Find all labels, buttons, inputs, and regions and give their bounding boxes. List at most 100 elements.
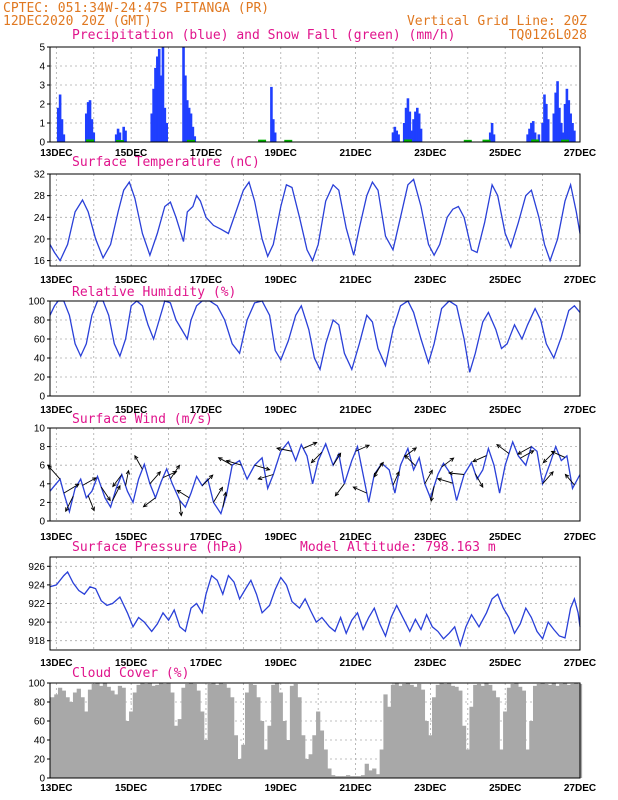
cloud-bar — [233, 735, 239, 778]
wind-arrow — [170, 465, 180, 480]
precip-bar — [546, 119, 550, 142]
header-date: 12DEC2020 20Z (GMT) — [3, 14, 152, 29]
cloud-bar — [282, 721, 287, 778]
cloud-bar — [413, 686, 418, 778]
cloud-bar — [200, 711, 205, 778]
wind-arrow — [565, 474, 575, 486]
wind-arrow — [143, 497, 156, 508]
precip-bar — [488, 132, 492, 142]
cloud-bar — [69, 702, 74, 778]
x-tick-label: 25DEC — [489, 275, 521, 286]
cloud-bar — [465, 749, 470, 778]
y-tick-label: 0 — [39, 517, 45, 528]
precip-bar — [567, 100, 571, 142]
header-location: CPTEC: 051:34W-24:47S PITANGA (PR) — [3, 1, 269, 16]
cloud-bar — [173, 725, 179, 778]
y-tick-label: 24 — [34, 213, 46, 224]
cloud-bar — [140, 683, 145, 778]
cloud-bar — [349, 776, 354, 778]
wind-arrow-head — [496, 443, 501, 449]
x-tick-label: 27DEC — [564, 532, 596, 543]
x-tick-label: 25DEC — [489, 532, 521, 543]
precip-bar — [492, 134, 496, 142]
pressure-title: Surface Pressure (hPa) — [72, 540, 244, 555]
wind-arrow-head — [412, 447, 418, 452]
panel-frame — [49, 682, 581, 779]
y-tick-label: 60 — [34, 335, 46, 346]
cloud-bar — [491, 690, 497, 778]
cloud-bar — [267, 725, 272, 778]
wind-arrow — [112, 485, 121, 502]
precip-bar — [530, 123, 533, 142]
cloud-bar — [72, 692, 78, 778]
precip-panel: 0 1 2 3 4 5 13DEC 15DEC 17DEC 19DEC 21DEC 23DEC 25DE… — [39, 43, 596, 160]
cloud-bar — [308, 754, 313, 778]
wind-arrow — [353, 486, 367, 494]
cloud-bar — [360, 775, 366, 778]
cloud-bar — [211, 683, 216, 778]
cloud-bar — [218, 683, 224, 778]
cloud-bar — [551, 683, 556, 778]
cloud-bar — [484, 683, 489, 778]
cloud-bar — [293, 683, 298, 778]
snow-bar — [187, 139, 196, 142]
wind-arrow-head — [395, 470, 400, 476]
cloud-bar — [65, 697, 70, 778]
wind-arrow — [276, 447, 293, 452]
cloud-bar — [286, 740, 291, 778]
humidity-title: Relative Humidity (%) — [72, 285, 236, 300]
precip-bar — [408, 111, 412, 142]
cloud-bar — [84, 711, 89, 778]
wind-arrow-head — [172, 471, 178, 475]
cloud-bar — [409, 684, 414, 778]
precip-bar — [116, 128, 120, 142]
y-tick-label: 8 — [39, 442, 45, 453]
precip-bar — [124, 130, 127, 142]
precip-bar — [561, 132, 565, 142]
cloud-bar — [420, 689, 426, 778]
cloud-bar — [162, 683, 167, 778]
cloud-bar — [226, 687, 231, 778]
wind-arrow — [149, 471, 161, 485]
y-tick-label: 60 — [34, 717, 46, 728]
precip-bar — [163, 107, 167, 142]
x-tick-label: 23DEC — [414, 148, 446, 159]
cloud-bar — [80, 697, 85, 778]
wind-arrow-head — [208, 474, 214, 480]
precip-bar — [122, 126, 125, 142]
wind-arrow — [542, 471, 554, 485]
wind-arrow — [303, 442, 317, 449]
cloud-bar — [327, 768, 332, 778]
x-tick-label: 17DEC — [190, 405, 222, 416]
cloud-bar — [529, 721, 534, 778]
y-tick-label: 6 — [39, 461, 45, 472]
y-tick-label: 100 — [28, 297, 45, 308]
precip-title: Precipitation (blue) and Snow Fall (gree… — [72, 28, 456, 43]
wind-arrow — [125, 470, 129, 486]
wind-arrow — [404, 455, 416, 467]
cloud-bar — [166, 683, 171, 778]
y-tick-label: 32 — [34, 170, 46, 181]
cloud-bar — [323, 749, 328, 778]
cloud-bar — [207, 683, 212, 778]
cloud-bar — [252, 684, 257, 778]
cloud-bar — [368, 770, 373, 778]
wind-line — [49, 439, 581, 516]
wind-arrow-head — [178, 511, 184, 517]
precip-bar — [193, 136, 197, 142]
cloud-bar — [241, 744, 246, 778]
cloud-bar — [518, 686, 523, 778]
cloud-bar — [375, 774, 381, 778]
cloud-bar — [203, 740, 209, 778]
panel-frame — [49, 173, 581, 267]
y-tick-label: 4 — [39, 62, 45, 73]
precip-bar — [154, 67, 157, 142]
cloud-bar — [129, 711, 134, 778]
wind-arrow — [441, 457, 454, 468]
snow-bar — [463, 139, 472, 142]
precip-bar — [92, 132, 96, 142]
precip-bar — [526, 134, 529, 142]
wind-arrow-head — [275, 446, 281, 452]
wind-arrow-head — [106, 496, 111, 502]
